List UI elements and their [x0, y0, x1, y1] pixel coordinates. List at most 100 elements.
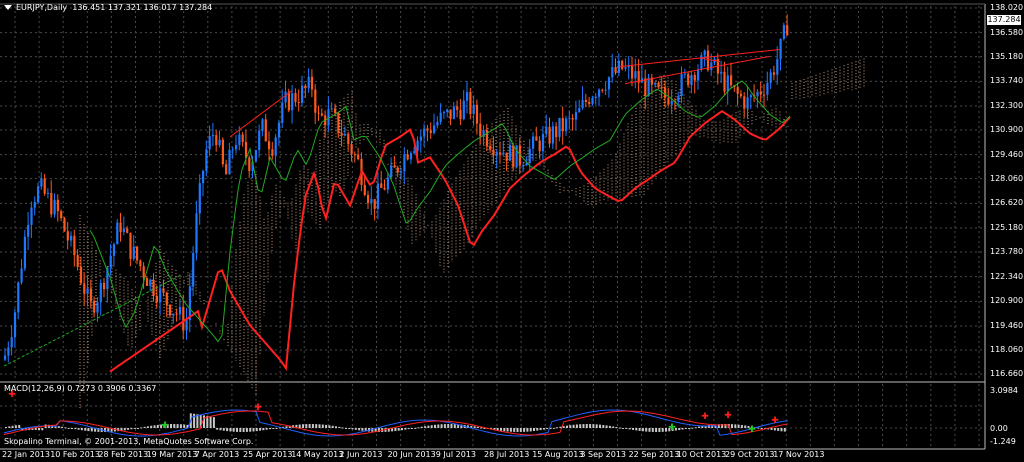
bull-candle — [284, 91, 287, 103]
bear-candle — [50, 192, 53, 215]
bull-candle — [690, 74, 693, 86]
macd-histogram-bar — [371, 428, 374, 432]
macd-histogram-bar — [503, 428, 506, 432]
trend-lines[interactable] — [229, 48, 781, 138]
bull-candle — [231, 149, 234, 151]
macd-histogram-bar — [183, 424, 186, 428]
macd-histogram-bar — [137, 428, 139, 429]
macd-histogram-bar — [529, 428, 532, 432]
macd-histogram-bar — [638, 428, 641, 431]
macd-histogram-bar — [602, 424, 605, 428]
macd-histogram-bar — [509, 428, 512, 432]
bull-candle — [779, 38, 782, 60]
bear-candle — [637, 71, 640, 83]
macd-histogram-bar — [770, 428, 773, 430]
macd-histogram-bar — [196, 414, 199, 428]
bear-candle — [772, 72, 776, 75]
macd-panel[interactable]: ✚ ✚ ✚ ✚ ✚ ✚ ✚ ✚ — [3, 390, 789, 437]
bear-candle — [60, 211, 63, 219]
bear-candle — [660, 87, 663, 89]
trend-line — [624, 55, 771, 85]
bear-candle — [723, 71, 726, 92]
macd-histogram-bar — [54, 425, 57, 428]
bear-candle — [571, 118, 574, 120]
bull-candle — [697, 69, 700, 81]
cross-marker-icon: ✚ — [724, 411, 732, 421]
macd-histogram-bar — [414, 427, 417, 429]
price-tick-label: 132.300 — [990, 101, 1024, 110]
macd-histogram-bar — [671, 428, 674, 431]
macd-histogram-bar — [255, 428, 258, 432]
macd-histogram-bar — [536, 428, 539, 431]
bull-candle — [565, 118, 568, 132]
macd-histogram-bar — [533, 428, 535, 432]
bear-candle — [555, 126, 558, 138]
dashed-moving-average-line — [3, 275, 181, 367]
price-tick-label: 118.060 — [990, 345, 1024, 354]
bear-candle — [350, 144, 353, 155]
bull-candle — [502, 152, 505, 155]
macd-histogram-bar — [348, 428, 351, 429]
bull-candle — [436, 121, 439, 126]
bull-candle — [782, 25, 785, 39]
bull-candle — [281, 102, 284, 123]
macd-histogram-bar — [559, 426, 562, 428]
macd-histogram-bar — [377, 428, 380, 432]
bull-candle — [726, 75, 729, 92]
macd-histogram-bar — [424, 426, 427, 428]
bull-candle — [370, 199, 373, 204]
bull-candle — [291, 93, 294, 111]
bear-candle — [706, 50, 710, 71]
ichimoku-cloud — [79, 58, 865, 410]
macd-histogram-bar — [599, 424, 601, 428]
candlesticks[interactable] — [4, 14, 789, 363]
bear-candle — [759, 91, 762, 95]
cross-marker-icon: ✚ — [161, 421, 169, 431]
bear-candle — [601, 89, 604, 91]
bear-candle — [317, 112, 320, 114]
bear-candle — [145, 278, 149, 286]
macd-histogram-bar — [622, 428, 625, 429]
macd-histogram-bar — [80, 428, 83, 431]
bear-candle — [353, 154, 356, 156]
bear-candle — [83, 283, 86, 294]
bear-candle — [406, 154, 409, 160]
macd-histogram-bar — [242, 428, 245, 432]
bull-candle — [482, 130, 485, 137]
macd-histogram-bar — [427, 425, 430, 428]
macd-histogram-bar — [773, 428, 776, 431]
macd-histogram-bar — [457, 424, 460, 428]
macd-histogram-bar — [688, 428, 691, 429]
macd-title: MACD(12,26,9) 0.7273 0.3906 0.3367 — [4, 384, 157, 393]
bear-candle — [730, 75, 733, 86]
dropdown-triangle-icon[interactable] — [4, 5, 12, 10]
price-tick-label: 133.740 — [990, 76, 1024, 86]
bear-candle — [268, 141, 271, 150]
macd-histogram-bar — [163, 424, 166, 428]
macd-histogram-bar — [780, 428, 783, 432]
bear-candle — [314, 89, 317, 113]
bull-candle — [235, 144, 238, 150]
bear-candle — [334, 108, 337, 113]
price-tick-label: 129.460 — [990, 149, 1024, 159]
bull-candle — [202, 170, 205, 184]
bull-candle — [376, 183, 380, 209]
cross-marker-icon: ✚ — [701, 412, 709, 422]
macd-histogram-bar — [97, 428, 100, 432]
bull-candle — [238, 134, 241, 145]
macd-histogram-bar — [681, 428, 684, 430]
macd-histogram-bar — [483, 428, 486, 429]
macd-histogram-bar — [394, 428, 397, 432]
bear-candle — [126, 228, 129, 233]
macd-histogram-bar — [410, 428, 413, 429]
macd-histogram-bar — [750, 426, 753, 428]
bear-candle — [129, 232, 132, 259]
bull-candle — [627, 65, 630, 68]
macd-histogram-bar — [160, 424, 163, 428]
trend-line — [699, 57, 721, 62]
macd-histogram-bar — [123, 428, 126, 431]
macd-axis-min: -1.249 — [990, 437, 1016, 446]
bear-candle — [631, 65, 634, 79]
bull-candle — [33, 202, 36, 208]
